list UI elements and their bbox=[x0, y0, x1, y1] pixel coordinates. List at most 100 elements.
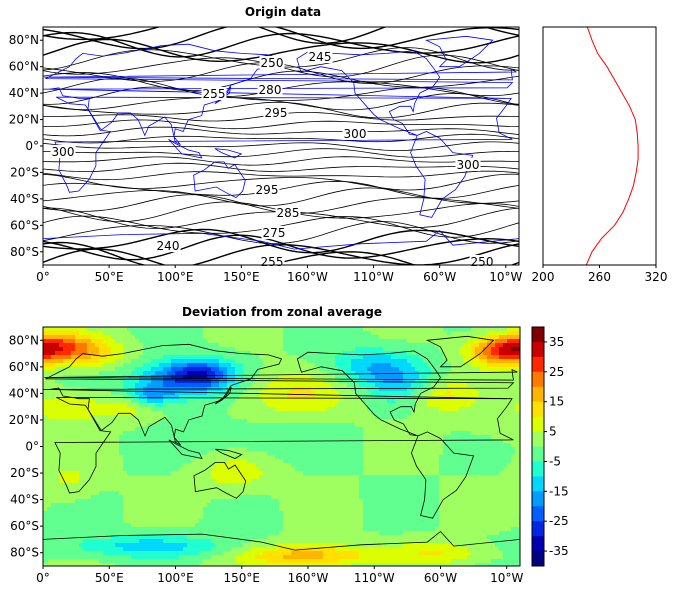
deviation-cell bbox=[267, 471, 272, 476]
deviation-cell bbox=[211, 423, 216, 428]
deviation-cell bbox=[159, 379, 164, 384]
deviation-cell bbox=[387, 467, 392, 472]
deviation-cell bbox=[407, 455, 412, 460]
deviation-cell bbox=[363, 463, 368, 468]
deviation-cell bbox=[331, 475, 336, 480]
deviation-cell bbox=[131, 347, 136, 352]
deviation-cell bbox=[43, 479, 48, 484]
deviation-cell bbox=[507, 367, 512, 372]
deviation-cell bbox=[211, 415, 216, 420]
deviation-cell bbox=[363, 363, 368, 368]
deviation-cell bbox=[167, 435, 172, 440]
deviation-cell bbox=[147, 347, 152, 352]
deviation-cell bbox=[407, 331, 412, 336]
deviation-cell bbox=[495, 427, 500, 432]
deviation-cell bbox=[163, 347, 168, 352]
deviation-cell bbox=[219, 423, 224, 428]
deviation-cell bbox=[375, 339, 380, 344]
deviation-cell bbox=[435, 355, 440, 360]
deviation-cell bbox=[287, 451, 292, 456]
deviation-cell bbox=[427, 447, 432, 452]
deviation-cell bbox=[243, 399, 248, 404]
deviation-cell bbox=[475, 471, 480, 476]
deviation-cell bbox=[83, 459, 88, 464]
deviation-cell bbox=[387, 455, 392, 460]
deviation-cell bbox=[339, 415, 344, 420]
deviation-cell bbox=[291, 459, 296, 464]
deviation-cell bbox=[167, 347, 172, 352]
deviation-cell bbox=[331, 399, 336, 404]
deviation-cell bbox=[175, 351, 180, 356]
deviation-cell bbox=[383, 379, 388, 384]
deviation-cell bbox=[127, 379, 132, 384]
deviation-cell bbox=[155, 339, 160, 344]
deviation-cell bbox=[291, 355, 296, 360]
deviation-cell bbox=[275, 363, 280, 368]
deviation-cell bbox=[187, 451, 192, 456]
deviation-cell bbox=[503, 351, 508, 356]
deviation-cell bbox=[143, 467, 148, 472]
deviation-cell bbox=[471, 399, 476, 404]
deviation-cell bbox=[407, 367, 412, 372]
deviation-cell bbox=[279, 407, 284, 412]
deviation-cell bbox=[323, 443, 328, 448]
deviation-cell bbox=[323, 455, 328, 460]
deviation-cell bbox=[427, 471, 432, 476]
deviation-cell bbox=[275, 387, 280, 392]
deviation-cell bbox=[63, 435, 68, 440]
deviation-cell bbox=[443, 463, 448, 468]
deviation-cell bbox=[251, 379, 256, 384]
deviation-cell bbox=[299, 435, 304, 440]
deviation-cell bbox=[211, 347, 216, 352]
deviation-cell bbox=[415, 339, 420, 344]
deviation-cell bbox=[447, 471, 452, 476]
deviation-cell bbox=[203, 395, 208, 400]
deviation-cell bbox=[139, 407, 144, 412]
deviation-cell bbox=[419, 343, 424, 348]
deviation-cell bbox=[259, 431, 264, 436]
deviation-cell bbox=[419, 411, 424, 416]
deviation-cell bbox=[143, 395, 148, 400]
deviation-cell bbox=[351, 439, 356, 444]
deviation-cell bbox=[371, 427, 376, 432]
deviation-cell bbox=[143, 463, 148, 468]
deviation-cell bbox=[219, 451, 224, 456]
deviation-cell bbox=[223, 335, 228, 340]
deviation-cell bbox=[275, 367, 280, 372]
deviation-cell bbox=[251, 335, 256, 340]
deviation-cell bbox=[231, 335, 236, 340]
deviation-cell bbox=[367, 467, 372, 472]
deviation-cell bbox=[199, 415, 204, 420]
deviation-cell bbox=[187, 487, 192, 492]
deviation-cell bbox=[447, 423, 452, 428]
deviation-cell bbox=[491, 419, 496, 424]
deviation-cell bbox=[79, 431, 84, 436]
deviation-cell bbox=[151, 463, 156, 468]
deviation-cell bbox=[335, 375, 340, 380]
deviation-cell bbox=[167, 479, 172, 484]
deviation-cell bbox=[139, 471, 144, 476]
deviation-cell bbox=[79, 451, 84, 456]
deviation-cell bbox=[139, 363, 144, 368]
deviation-cell bbox=[291, 483, 296, 488]
deviation-cell bbox=[311, 331, 316, 336]
deviation-cell bbox=[471, 351, 476, 356]
deviation-cell bbox=[299, 471, 304, 476]
deviation-cell bbox=[119, 471, 124, 476]
deviation-cell bbox=[335, 431, 340, 436]
deviation-cell bbox=[439, 375, 444, 380]
deviation-cell bbox=[391, 383, 396, 388]
deviation-cell bbox=[375, 335, 380, 340]
deviation-cell bbox=[359, 391, 364, 396]
deviation-cell bbox=[495, 343, 500, 348]
deviation-cell bbox=[155, 367, 160, 372]
deviation-cell bbox=[183, 423, 188, 428]
deviation-cell bbox=[155, 375, 160, 380]
deviation-cell bbox=[419, 399, 424, 404]
deviation-cell bbox=[227, 339, 232, 344]
deviation-cell bbox=[155, 383, 160, 388]
deviation-cell bbox=[187, 455, 192, 460]
deviation-cell bbox=[255, 331, 260, 336]
deviation-cell bbox=[447, 375, 452, 380]
deviation-cell bbox=[191, 399, 196, 404]
